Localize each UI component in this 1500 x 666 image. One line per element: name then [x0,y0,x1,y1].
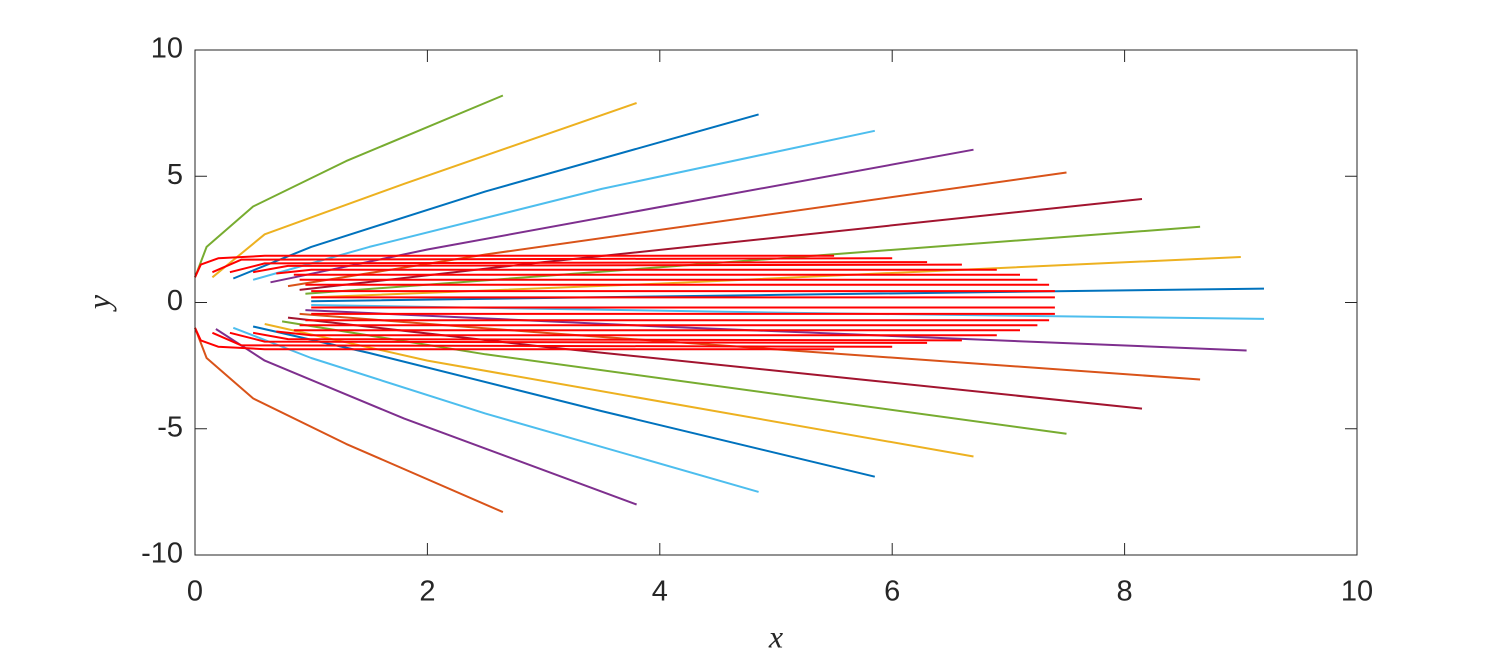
y-axis-label: y [80,294,116,312]
x-tick-label: 0 [187,576,203,608]
line-series [232,326,759,493]
line-series [281,320,1067,435]
x-tick-label: 2 [419,576,435,608]
line-series [229,261,928,274]
y-tick-label: -5 [157,411,183,443]
line-series [252,331,962,342]
line-series [194,94,504,278]
line-series [311,287,1265,303]
x-tick-label: 4 [652,576,668,608]
line-series [276,330,997,337]
y-tick-label: 10 [151,33,183,65]
line-series [212,331,893,348]
line-series [194,327,504,514]
line-series [276,268,997,275]
plot-area [195,50,1357,555]
x-tick-label: 6 [884,576,900,608]
line-series [211,102,637,279]
x-tick-label: 10 [1341,576,1373,608]
line-series [311,256,1241,299]
line-series [305,309,1247,352]
line-series [252,263,962,274]
x-axis-label: x [768,618,783,654]
line-series [194,254,835,278]
y-tick-label: 5 [167,159,183,191]
line-series [270,148,974,284]
line-series [194,327,835,351]
y-tick-label: -10 [141,538,183,570]
y-tick-label: 0 [167,285,183,317]
x-tick-label: 8 [1117,576,1133,608]
line-series [229,331,928,344]
line-series [212,257,893,274]
line-series [305,225,1201,295]
